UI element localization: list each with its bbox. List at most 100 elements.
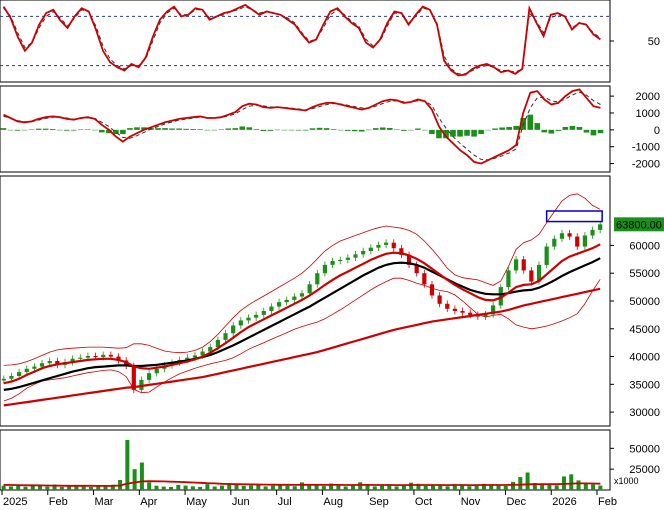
candle-body	[292, 296, 297, 300]
candle-body	[307, 284, 312, 294]
histogram-bar	[113, 129, 119, 135]
histogram-bar	[506, 126, 512, 130]
volume-bar	[292, 486, 297, 490]
volume-bar	[452, 484, 457, 490]
y-tick-label: 50000	[629, 296, 660, 308]
volume-bar	[8, 486, 13, 490]
volume-bar	[554, 485, 559, 490]
histogram-bar	[408, 129, 414, 131]
candle-body	[39, 363, 45, 367]
histogram-bar	[28, 129, 35, 131]
volume-bar	[343, 486, 348, 490]
candle-body	[330, 261, 335, 265]
volume-bar	[511, 481, 516, 490]
mid-moving-average	[3, 257, 601, 391]
volume-bar	[372, 486, 377, 490]
histogram-bar	[379, 127, 386, 130]
histogram-bar	[450, 129, 456, 137]
candle-body	[32, 366, 37, 369]
histogram-bar	[155, 128, 161, 130]
y-tick-label: 30000	[629, 407, 660, 419]
volume-bar	[503, 486, 508, 490]
volume-bar	[467, 486, 472, 490]
histogram-bar	[225, 128, 232, 130]
volume-bar	[423, 485, 428, 490]
histogram-bar	[597, 129, 604, 134]
volume-bar	[198, 486, 203, 490]
y-tick-label: 55000	[629, 268, 660, 280]
histogram-bar	[49, 129, 56, 130]
histogram-bar	[35, 128, 42, 130]
last-price-label: 63800.00	[616, 219, 662, 231]
volume-bar	[205, 484, 210, 490]
candle-body	[47, 361, 52, 364]
x-tick-label: Mar	[95, 496, 114, 508]
histogram-bar	[316, 127, 323, 130]
volume-bar	[96, 485, 101, 490]
histogram-bar	[253, 129, 260, 130]
candle-body	[108, 354, 113, 357]
last-price-tag	[614, 217, 664, 232]
histogram-bar	[56, 129, 63, 131]
short-moving-average	[3, 243, 601, 385]
histogram-bar	[77, 129, 84, 131]
histogram-bar	[134, 127, 140, 130]
candle-body	[345, 257, 350, 260]
volume-bar	[583, 483, 588, 490]
volume-bar	[358, 482, 363, 490]
volume-bar	[176, 484, 181, 490]
volume-bar	[365, 485, 370, 490]
histogram-bar	[386, 127, 393, 130]
histogram-bar	[183, 128, 189, 130]
candle-body	[315, 273, 320, 285]
volume-bar	[154, 485, 159, 490]
volume-bar	[518, 477, 523, 490]
histogram-bar	[478, 129, 484, 135]
volume-bar	[598, 485, 603, 490]
histogram-bar	[351, 129, 358, 132]
volume-bar	[409, 482, 414, 490]
candle-body	[269, 306, 274, 311]
volume-bar	[401, 485, 406, 490]
histogram-bar	[92, 129, 98, 131]
volume-bar	[430, 485, 435, 490]
candle-body	[154, 368, 159, 374]
histogram-bar	[70, 129, 77, 131]
histogram-bar	[218, 129, 225, 131]
candle-body	[116, 356, 121, 361]
histogram-bar	[141, 127, 147, 130]
candle-body	[544, 246, 549, 265]
histogram-bar	[197, 129, 203, 130]
candle-body	[368, 247, 373, 251]
histogram-bar	[527, 114, 534, 130]
histogram-bar	[204, 129, 210, 131]
volume-bar	[445, 486, 450, 490]
volume-bar	[183, 485, 188, 490]
volume-bar	[74, 485, 79, 490]
histogram-bar	[464, 129, 470, 136]
volume-bar	[540, 484, 545, 490]
histogram-bar	[281, 129, 288, 131]
candle-body	[1, 378, 6, 381]
volume-bar	[263, 486, 268, 490]
y-tick-label: 50	[648, 36, 660, 48]
y-tick-label: 2000	[636, 91, 660, 103]
candle-body	[383, 242, 389, 245]
candle-body	[238, 320, 243, 326]
candle-body	[590, 229, 595, 236]
x-tick-label: Jun	[232, 496, 250, 508]
candle-body	[192, 355, 198, 358]
histogram-bar	[436, 129, 442, 139]
candle-body	[575, 236, 580, 247]
y-tick-label: -2000	[632, 159, 660, 171]
histogram-bar	[120, 129, 126, 135]
histogram-bar	[42, 128, 49, 130]
volume-bar	[147, 482, 152, 490]
volume-bar	[460, 485, 465, 490]
candle-body	[353, 254, 358, 258]
y-tick-label: 50000	[629, 443, 660, 455]
volume-bar	[299, 482, 305, 490]
histogram-bar	[394, 129, 400, 130]
histogram-bar	[583, 129, 590, 133]
